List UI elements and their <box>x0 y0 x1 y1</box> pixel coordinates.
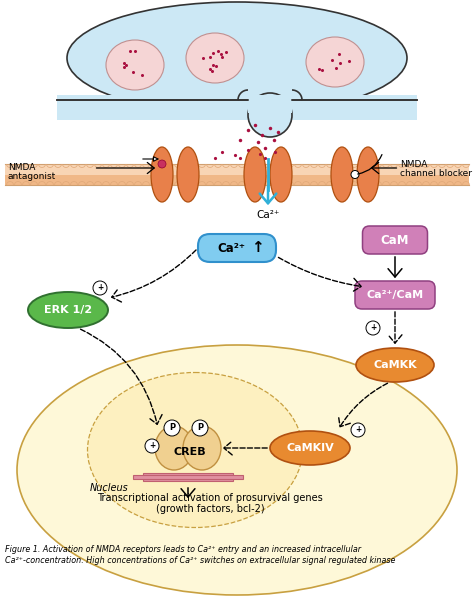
Text: Figure 1. Activation of NMDA receptors leads to Ca²⁺ entry and an increased intr: Figure 1. Activation of NMDA receptors l… <box>5 545 361 554</box>
Circle shape <box>351 423 365 437</box>
FancyBboxPatch shape <box>198 234 276 262</box>
Ellipse shape <box>28 292 108 328</box>
Text: CaMKIV: CaMKIV <box>286 443 334 453</box>
Text: P: P <box>169 423 175 432</box>
Bar <box>143 473 233 481</box>
Text: Ca²⁺-concentration. High concentrations of Ca²⁺ switches on extracellular signal: Ca²⁺-concentration. High concentrations … <box>5 556 395 565</box>
Ellipse shape <box>88 373 302 528</box>
Bar <box>248 95 292 113</box>
Bar <box>57 95 417 120</box>
Text: Ca²⁺: Ca²⁺ <box>217 242 245 254</box>
Text: CaM: CaM <box>381 233 409 247</box>
Text: ERK 1/2: ERK 1/2 <box>44 305 92 315</box>
Text: CaMKK: CaMKK <box>373 360 417 370</box>
FancyBboxPatch shape <box>355 281 435 309</box>
Ellipse shape <box>244 147 266 202</box>
Text: Transcriptional activation of prosurvival genes: Transcriptional activation of prosurviva… <box>97 493 323 503</box>
Ellipse shape <box>306 37 364 87</box>
Circle shape <box>366 321 380 335</box>
Text: Nucleus: Nucleus <box>90 483 129 493</box>
Circle shape <box>248 93 292 137</box>
Ellipse shape <box>356 348 434 382</box>
Text: antagonist: antagonist <box>8 172 56 181</box>
Ellipse shape <box>177 147 199 202</box>
Circle shape <box>93 281 107 295</box>
Ellipse shape <box>151 147 173 202</box>
Bar <box>133 475 243 479</box>
Ellipse shape <box>67 2 407 114</box>
Text: P: P <box>197 423 203 432</box>
Text: channel blocker: channel blocker <box>400 169 472 178</box>
Text: Ca²⁺: Ca²⁺ <box>256 210 280 220</box>
Text: +: + <box>355 426 361 435</box>
Text: +: + <box>149 442 155 451</box>
Circle shape <box>192 420 208 436</box>
Circle shape <box>164 420 180 436</box>
Text: ↑: ↑ <box>251 241 264 256</box>
Bar <box>5 174 469 185</box>
Circle shape <box>145 439 159 453</box>
Ellipse shape <box>155 426 193 470</box>
Ellipse shape <box>331 147 353 202</box>
Text: Ca²⁺/CaM: Ca²⁺/CaM <box>366 290 424 300</box>
Ellipse shape <box>270 431 350 465</box>
Ellipse shape <box>106 40 164 90</box>
Ellipse shape <box>186 33 244 83</box>
Circle shape <box>351 171 359 179</box>
Ellipse shape <box>17 345 457 595</box>
Text: NMDA: NMDA <box>400 160 428 169</box>
Bar <box>5 164 469 174</box>
Text: CREB: CREB <box>173 447 206 457</box>
Text: +: + <box>97 284 103 293</box>
Text: NMDA: NMDA <box>8 163 36 172</box>
FancyBboxPatch shape <box>363 226 428 254</box>
Ellipse shape <box>183 426 221 470</box>
Text: (growth factors, bcl-2): (growth factors, bcl-2) <box>155 504 264 514</box>
Ellipse shape <box>357 147 379 202</box>
Text: +: + <box>370 324 376 333</box>
Ellipse shape <box>270 147 292 202</box>
Circle shape <box>158 160 166 168</box>
